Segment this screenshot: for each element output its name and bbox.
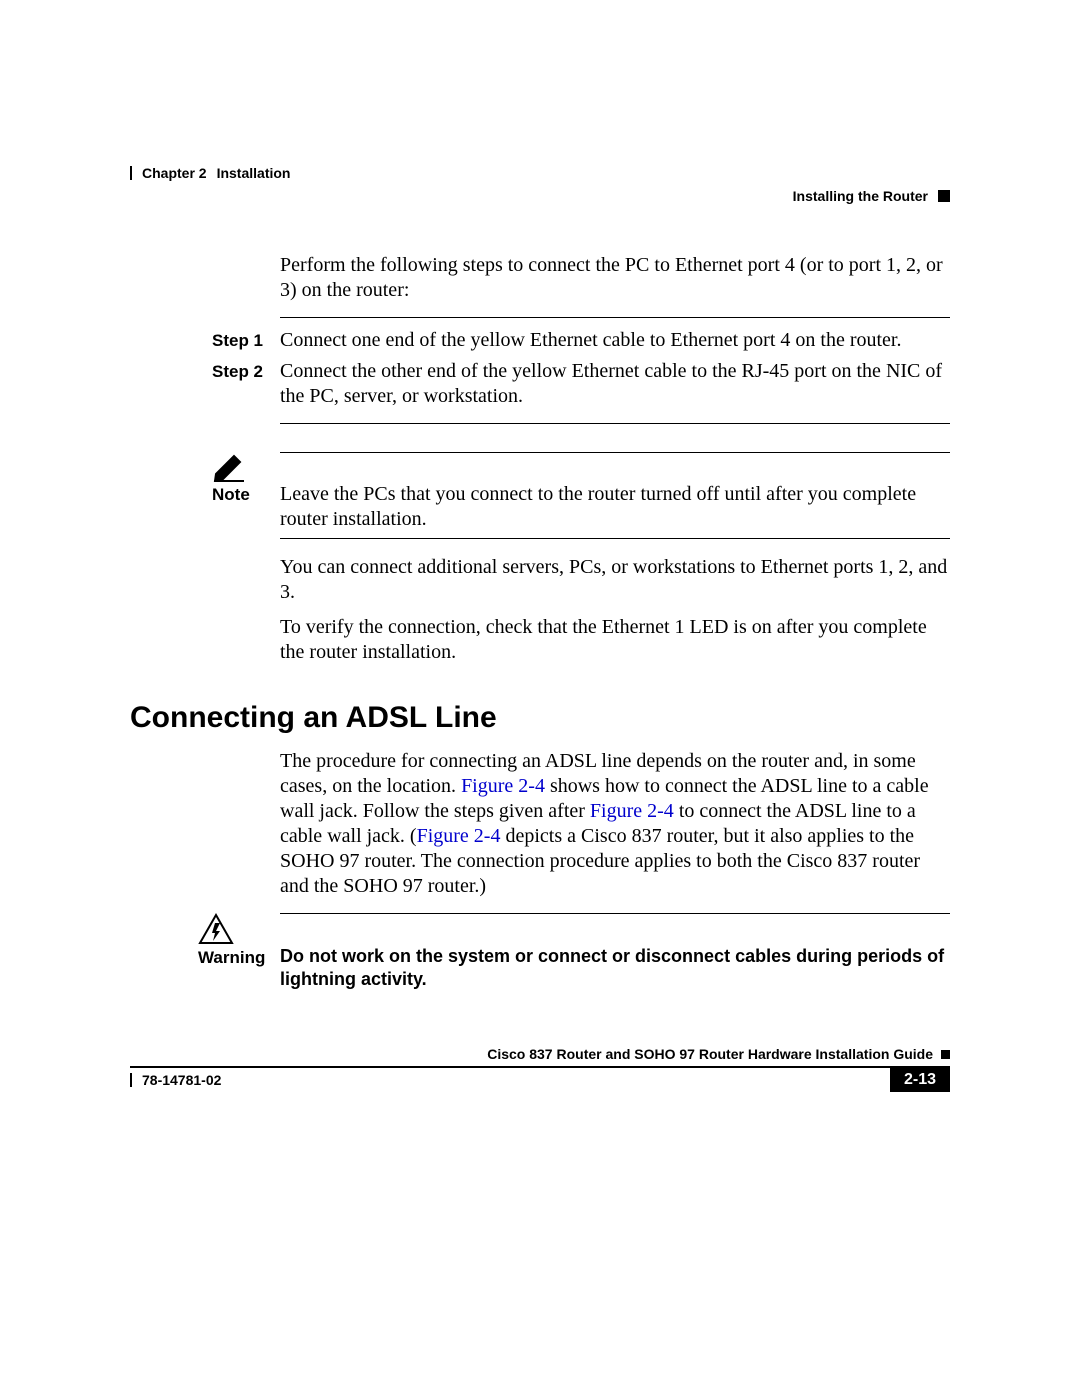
header-rule-icon xyxy=(130,1073,132,1087)
chapter-title: Installation xyxy=(217,165,291,181)
divider xyxy=(280,317,950,318)
header-left: Chapter 2 Installation xyxy=(130,165,290,181)
note-icon-col xyxy=(212,452,280,482)
step-text: Connect the other end of the yellow Ethe… xyxy=(280,359,950,409)
figure-link[interactable]: Figure 2-4 xyxy=(590,800,674,822)
paragraph: To verify the connection, check that the… xyxy=(280,615,950,665)
note-label: Note xyxy=(212,482,280,532)
note-block xyxy=(212,452,950,482)
divider xyxy=(280,423,950,424)
page-number: 2-13 xyxy=(890,1068,950,1092)
step-label: Step 2 xyxy=(212,359,280,409)
footer: Cisco 837 Router and SOHO 97 Router Hard… xyxy=(130,1046,950,1092)
figure-link[interactable]: Figure 2-4 xyxy=(461,775,545,797)
warning-block xyxy=(198,913,950,945)
divider xyxy=(280,538,950,539)
step-row: Step 1 Connect one end of the yellow Eth… xyxy=(212,328,950,353)
content: Perform the following steps to connect t… xyxy=(130,253,950,990)
figure-link[interactable]: Figure 2-4 xyxy=(417,825,501,847)
doc-number: 78-14781-02 xyxy=(142,1072,221,1088)
chapter-label: Chapter 2 xyxy=(142,165,207,181)
step-row: Step 2 Connect the other end of the yell… xyxy=(212,359,950,409)
warning-row: Warning Do not work on the system or con… xyxy=(198,945,950,990)
warning-icon-col xyxy=(198,913,280,945)
intro-paragraph: Perform the following steps to connect t… xyxy=(280,253,950,303)
pencil-icon xyxy=(212,452,246,482)
divider xyxy=(280,452,950,453)
page: Chapter 2 Installation Installing the Ro… xyxy=(0,0,1080,1397)
warning-icon xyxy=(198,913,234,945)
section-heading: Connecting an ADSL Line xyxy=(130,701,950,735)
section-title: Installing the Router xyxy=(793,188,928,204)
footer-bottom: 78-14781-02 2-13 xyxy=(130,1068,950,1092)
running-header: Chapter 2 Installation xyxy=(130,165,950,181)
footer-left: 78-14781-02 xyxy=(130,1072,221,1088)
adsl-paragraph: The procedure for connecting an ADSL lin… xyxy=(280,749,950,899)
divider xyxy=(280,913,950,914)
note-row: Note Leave the PCs that you connect to t… xyxy=(212,482,950,532)
warning-body-col xyxy=(280,913,950,945)
note-text: Leave the PCs that you connect to the ro… xyxy=(280,482,950,532)
paragraph: You can connect additional servers, PCs,… xyxy=(280,555,950,605)
footer-title-row: Cisco 837 Router and SOHO 97 Router Hard… xyxy=(130,1046,950,1062)
square-icon xyxy=(941,1050,950,1059)
square-icon xyxy=(938,190,950,202)
step-label: Step 1 xyxy=(212,328,280,353)
header-rule-icon xyxy=(130,166,132,180)
warning-label: Warning xyxy=(198,945,280,990)
header-right: Installing the Router xyxy=(793,188,950,204)
warning-text: Do not work on the system or connect or … xyxy=(280,945,950,990)
note-body-col xyxy=(280,452,950,482)
step-text: Connect one end of the yellow Ethernet c… xyxy=(280,328,950,353)
guide-title: Cisco 837 Router and SOHO 97 Router Hard… xyxy=(487,1046,933,1062)
